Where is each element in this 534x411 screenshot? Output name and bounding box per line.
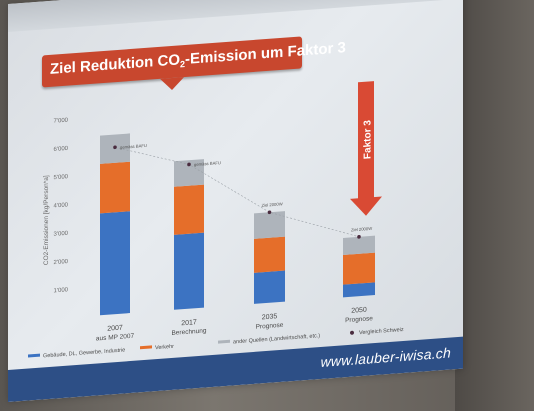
y-tick-label: 6'000 (54, 146, 69, 153)
faktor-label: Faktor 3 (362, 119, 374, 160)
faktor-arrow-head (350, 196, 382, 217)
bar-segment (174, 232, 204, 310)
y-axis: 1'000 2'000 3'000 4'000 5'000 6'000 7'000 CO2-E… (43, 118, 69, 295)
marker-label: gemäss BAFU (120, 143, 147, 150)
legend-swatch (28, 353, 40, 358)
marker-label: Ziel 2000W (262, 201, 283, 208)
y-tick-label: 5'000 (54, 174, 69, 181)
category-year-label: 2035 (262, 313, 278, 321)
chart-svg: 1'000 2'000 3'000 4'000 5'000 6'000 7'000 CO2-E… (43, 118, 375, 343)
y-tick-label: 2'000 (54, 259, 69, 266)
marker-label: Ziel 2000W (351, 226, 372, 233)
y-tick-label: 7'000 (54, 118, 69, 125)
category-sub-label: Berechnung (171, 327, 206, 337)
bar-segment (100, 161, 130, 214)
bar-segment (174, 184, 204, 235)
projection-screen-edge (455, 0, 534, 411)
category-year-label: 2017 (181, 319, 197, 327)
bar-segment (254, 211, 285, 239)
bar-segment (343, 252, 375, 285)
comparison-marker (187, 162, 191, 167)
legend-swatch (218, 339, 230, 344)
comparison-markers: gemäss BAFU gemäss BAFU Ziel 2000W Ziel 200… (113, 143, 372, 239)
bar-segment (100, 211, 130, 316)
marker-label: gemäss BAFU (194, 160, 221, 167)
faktor-arrow: Faktor 3 (350, 81, 382, 223)
bar-segment (343, 282, 375, 298)
category-sub-label: Prognose (256, 322, 284, 331)
comparison-trend-line (114, 146, 360, 238)
y-tick-label: 3'000 (54, 231, 69, 238)
bar-segment (174, 159, 204, 187)
bar-segment (254, 236, 285, 273)
comparison-marker (113, 145, 117, 150)
bar-segment (254, 270, 285, 304)
comparison-marker (357, 235, 361, 239)
presentation-slide: Ziel Reduktion CO2-Emission um Faktor 3 … (8, 0, 463, 403)
bars (100, 133, 375, 316)
y-tick-label: 4'000 (54, 202, 69, 209)
category-year-label: 2007 (107, 325, 123, 333)
category-sub-label: aus MP 2007 (96, 333, 135, 343)
footer-url[interactable]: www.lauber-iwisa.ch (320, 344, 451, 371)
legend-dot (350, 330, 354, 335)
category-sub-label: Prognose (345, 315, 373, 324)
category-year-label: 2050 (351, 307, 367, 315)
comparison-marker (267, 210, 272, 215)
y-tick-label: 1'000 (54, 287, 69, 294)
bar-segment (343, 235, 375, 255)
legend-swatch (140, 345, 152, 350)
y-axis-label: CO2-Emissionen [kg/Person*a] (43, 175, 50, 266)
